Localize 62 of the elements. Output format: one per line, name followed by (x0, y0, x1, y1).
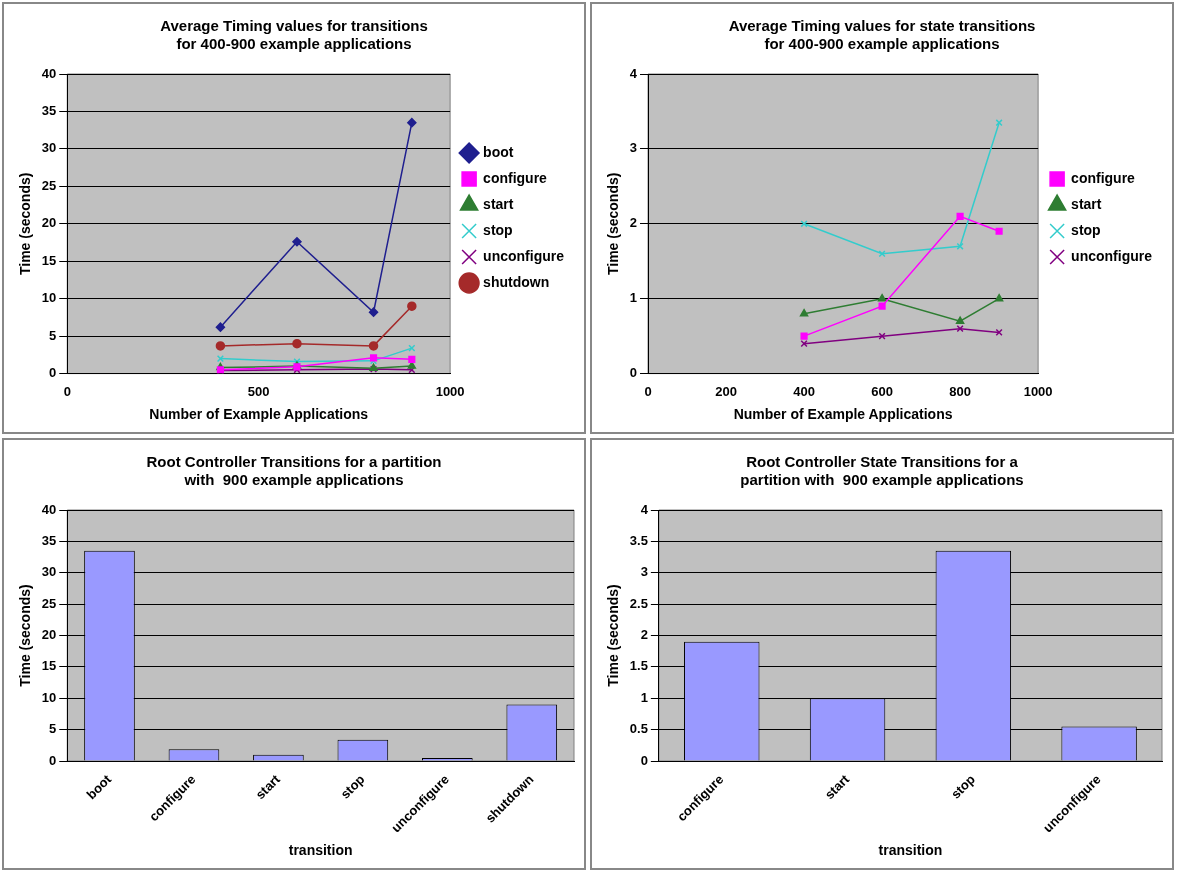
y-tick-label: 15 (41, 658, 57, 674)
chart-title: Root Controller Transitions for a partition with 900 example applications (146, 453, 442, 489)
y-tick-label: 15 (41, 252, 57, 268)
y-tick-label: 3 (629, 140, 638, 156)
legend-label: stop (483, 221, 513, 238)
x-tick-label: 1000 (1023, 383, 1053, 399)
y-tick-label: 5 (49, 721, 57, 737)
x-axis-title: transition (878, 842, 943, 859)
y-tick-label: 5 (49, 327, 57, 343)
y-tick-label: 20 (41, 215, 57, 231)
y-tick-label: 2 (629, 215, 638, 231)
y-tick-label: 35 (41, 532, 57, 548)
legend-label: unconfigure (483, 247, 565, 264)
legend-label: stop (1071, 221, 1101, 238)
legend-label: unconfigure (1071, 247, 1153, 264)
y-tick-label: 3.5 (629, 532, 648, 548)
y-tick-label: 2.5 (629, 595, 648, 611)
legend-label: shutdown (483, 273, 550, 290)
y-tick-label: 40 (41, 501, 57, 517)
y-tick-label: 2 (640, 627, 648, 643)
y-tick-label: 0 (640, 752, 648, 768)
y-tick-label: 0 (49, 365, 57, 381)
legend-label: configure (1071, 169, 1136, 186)
y-tick-label: 1 (640, 689, 648, 705)
x-axis-title: Number of Example Applications (733, 406, 953, 423)
y-tick-label: 3 (640, 564, 648, 580)
y-tick-label: 1.5 (629, 658, 648, 674)
y-tick-label: 25 (41, 595, 57, 611)
y-axis-title: Time (seconds) (17, 584, 34, 687)
y-tick-label: 10 (41, 290, 57, 306)
legend-label: boot (483, 143, 514, 160)
y-axis-title: Time (seconds) (17, 172, 34, 276)
y-tick-label: 0 (629, 365, 638, 381)
x-tick-label: 0 (63, 383, 71, 399)
x-tick-label: 400 (793, 383, 815, 399)
x-tick-label: 1000 (435, 383, 465, 399)
y-tick-label: 0 (49, 752, 57, 768)
chart-title: Average Timing values for transitions for 400-900 example applications (160, 17, 428, 53)
legend-label: start (1071, 195, 1102, 212)
x-tick-label: 500 (247, 383, 270, 399)
y-tick-label: 1 (629, 290, 638, 306)
y-tick-label: 25 (41, 177, 57, 193)
x-tick-label: 200 (715, 383, 737, 399)
y-tick-label: 4 (640, 501, 649, 517)
x-tick-label: 600 (871, 383, 893, 399)
x-axis-title: Number of Example Applications (149, 406, 369, 423)
y-tick-label: 40 (41, 65, 57, 81)
y-tick-label: 30 (41, 140, 57, 156)
chart-title: Average Timing values for state transitions for 400-900 example applications (728, 17, 1036, 53)
y-tick-label: 20 (41, 627, 57, 643)
y-tick-label: 4 (629, 65, 638, 81)
x-tick-label: 800 (949, 383, 971, 399)
y-tick-label: 35 (41, 103, 57, 119)
x-axis-title: transition (288, 842, 353, 859)
legend-label: start (483, 195, 514, 212)
chart-title: Root Controller State Transitions for a partition with 900 example applications (740, 453, 1024, 489)
y-tick-label: 10 (41, 689, 57, 705)
y-axis-title: Time (seconds) (605, 584, 622, 687)
y-axis-title: Time (seconds) (605, 172, 622, 276)
legend-label: configure (483, 169, 548, 186)
y-tick-label: 0.5 (629, 721, 648, 737)
y-tick-label: 30 (41, 564, 57, 580)
